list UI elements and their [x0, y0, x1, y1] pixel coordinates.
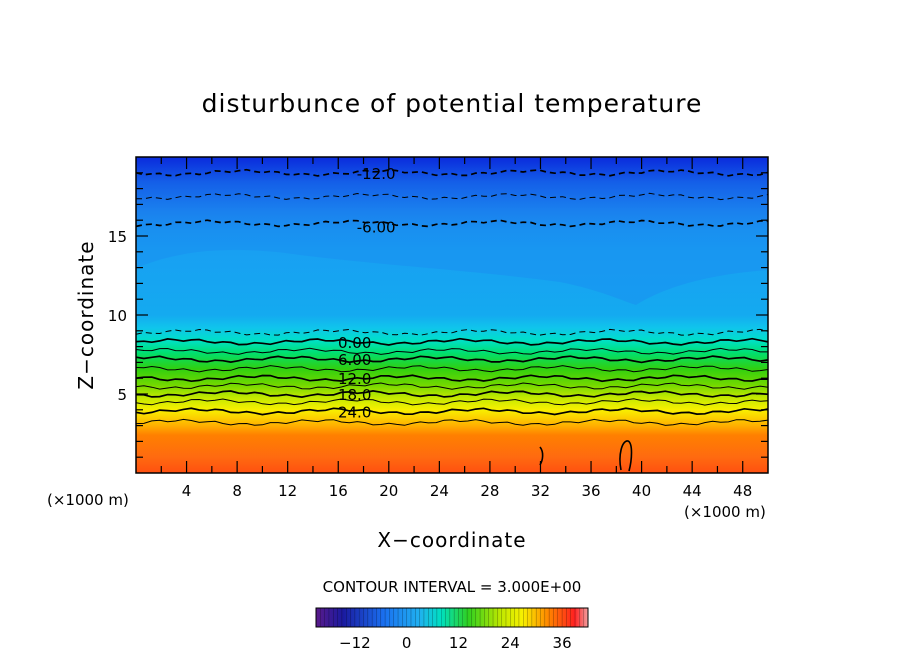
x-tick-label: 32 — [531, 482, 550, 500]
blue-bulge-region — [136, 232, 768, 305]
colorbar-tick-label: 0 — [402, 634, 412, 652]
field-fill — [136, 157, 768, 473]
colorbar-tick-labels: −12 0 12 24 36 — [339, 634, 572, 652]
contour-interval-text: CONTOUR INTERVAL = 3.000E+00 — [323, 578, 582, 596]
contour-label: 6.00 — [338, 351, 371, 369]
contour-line — [136, 382, 768, 390]
x-axis-label: X−coordinate — [377, 528, 526, 552]
contour-label: 18.0 — [338, 386, 371, 404]
colorbar-steps — [320, 608, 584, 627]
closed-contour-b — [619, 440, 633, 472]
x-unit-left: (×1000 m) — [47, 491, 129, 509]
contour-line — [136, 219, 768, 228]
x-tick-label: 16 — [329, 482, 348, 500]
x-tick-label: 48 — [733, 482, 752, 500]
y-axis-label: Z−coordinate — [74, 240, 98, 389]
contour-line — [136, 168, 768, 177]
contour-line — [136, 365, 768, 373]
x-tick-label: 12 — [278, 482, 297, 500]
contour-line — [136, 390, 768, 398]
colorbar — [315, 607, 589, 628]
contour-line — [136, 347, 768, 355]
x-tick-label: 40 — [632, 482, 651, 500]
colorbar-tick-label: −12 — [339, 634, 371, 652]
chart-title: disturbunce of potential temperature — [202, 89, 703, 118]
contour-line — [136, 328, 768, 336]
x-tick-label: 20 — [379, 482, 398, 500]
x-tick-labels: 4 8 12 16 20 24 28 32 36 40 44 48 — [182, 482, 752, 500]
x-tick-label: 8 — [232, 482, 242, 500]
contour-line — [136, 407, 768, 416]
contour-label: -6.00 — [357, 219, 396, 237]
y-tick-label: 10 — [108, 307, 127, 325]
colorbar-tick-label: 24 — [501, 634, 520, 652]
x-tick-label: 36 — [581, 482, 600, 500]
contour-line — [136, 337, 768, 346]
colorbar-tick-label: 12 — [449, 634, 468, 652]
y-tick-labels: 5 10 15 — [108, 228, 127, 404]
x-tick-label: 44 — [683, 482, 702, 500]
contour-label: 24.0 — [338, 403, 371, 421]
contour-line — [136, 192, 768, 201]
x-tick-label: 4 — [182, 482, 192, 500]
contour-line — [136, 374, 768, 383]
y-tick-label: 15 — [108, 228, 127, 246]
contour-label: -12.0 — [357, 165, 396, 183]
contour-line — [136, 398, 768, 406]
axis-ticks — [136, 157, 768, 473]
y-tick-label: 5 — [117, 386, 127, 404]
x-unit-right: (×1000 m) — [684, 503, 766, 521]
contour-lines — [136, 168, 768, 426]
contour-line — [136, 355, 768, 364]
colorbar-tick-label: 36 — [553, 634, 572, 652]
x-tick-label: 24 — [430, 482, 449, 500]
contour-label: 12.0 — [338, 370, 371, 388]
contour-label: 0.00 — [338, 334, 371, 352]
x-tick-label: 28 — [480, 482, 499, 500]
contour-line — [136, 418, 768, 426]
